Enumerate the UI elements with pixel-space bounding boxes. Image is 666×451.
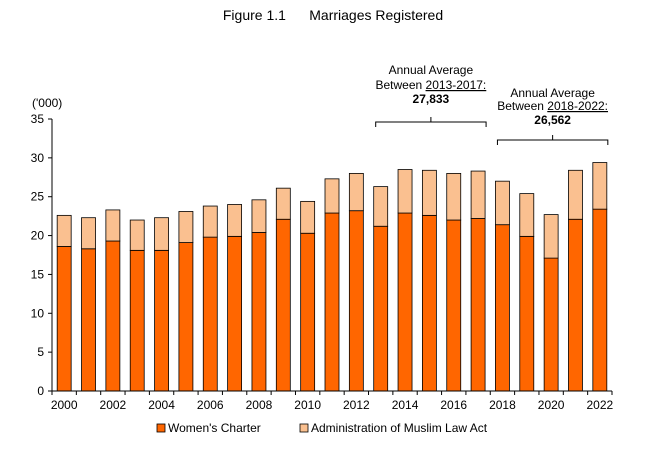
bar-womens-charter-2015 — [421, 214, 437, 392]
bar-muslim-law-2013 — [373, 186, 389, 227]
x-tick-label: 2014 — [392, 398, 419, 412]
bar-womens-charter-2004 — [154, 249, 169, 392]
x-tick-label: 2020 — [538, 398, 565, 412]
x-tick-label: 2012 — [343, 398, 370, 412]
bar-womens-charter-2014 — [397, 212, 413, 392]
x-tick-label: 2006 — [197, 398, 224, 412]
figure-title-row: Figure 1.1 Marriages Registered — [0, 7, 666, 23]
annotation-heading: Annual Average — [510, 86, 595, 100]
bar-womens-charter-2022 — [592, 208, 608, 392]
bar-muslim-law-2005 — [178, 211, 194, 243]
annotation-range-prefix: Between — [497, 99, 547, 113]
bar-womens-charter-2020 — [543, 257, 559, 392]
bar-muslim-law-2014 — [397, 169, 413, 214]
bar-muslim-law-2015 — [421, 169, 437, 216]
y-tick-label: 25 — [31, 190, 45, 204]
bar-muslim-law-2022 — [592, 162, 608, 210]
annotation-range-prefix: Between — [376, 78, 426, 92]
x-tick-label: 2010 — [294, 398, 321, 412]
bar-womens-charter-2011 — [324, 212, 340, 392]
annotation-range-line: Between 2013-2017: — [376, 78, 487, 92]
x-tick-label: 2022 — [586, 398, 613, 412]
bar-muslim-law-2018 — [495, 180, 510, 226]
bar-muslim-law-2009 — [275, 187, 291, 220]
y-tick-label: 30 — [31, 151, 45, 165]
x-tick-label: 2018 — [489, 398, 516, 412]
annotation-range: 2013-2017: — [426, 78, 487, 92]
bar-muslim-law-2000 — [56, 214, 72, 247]
bar-womens-charter-2012 — [348, 210, 364, 392]
bar-muslim-law-2020 — [543, 214, 559, 259]
bar-muslim-law-2002 — [105, 209, 121, 242]
y-tick-label: 15 — [31, 267, 45, 281]
figure-title: Marriages Registered — [309, 7, 444, 23]
bar-womens-charter-2001 — [81, 248, 96, 392]
bar-womens-charter-2021 — [568, 218, 583, 392]
bar-muslim-law-2012 — [348, 172, 364, 212]
y-tick-label: 35 — [31, 112, 45, 126]
y-tick-label: 5 — [37, 345, 44, 359]
y-axis-label: ('000) — [32, 96, 62, 110]
bar-womens-charter-2002 — [105, 240, 121, 392]
x-tick-label: 2016 — [440, 398, 467, 412]
bar-womens-charter-2010 — [300, 232, 316, 392]
x-tick-label: 2004 — [148, 398, 175, 412]
legend-muslim-law-label: Administration of Muslim Law Act — [311, 421, 488, 435]
bar-womens-charter-2005 — [178, 242, 194, 392]
y-tick-label: 0 — [37, 384, 44, 398]
bar-muslim-law-2017 — [470, 170, 486, 219]
x-tick-label: 2000 — [51, 398, 78, 412]
y-tick-label: 10 — [31, 306, 45, 320]
annotation-value: 26,562 — [534, 113, 571, 127]
annotation-value: 27,833 — [413, 92, 450, 106]
figure-label: Figure 1.1 — [222, 7, 286, 23]
bar-muslim-law-2021 — [568, 169, 583, 220]
legend-womens-charter-swatch — [156, 423, 166, 433]
bar-muslim-law-2003 — [129, 219, 145, 251]
bar-womens-charter-2008 — [251, 232, 267, 392]
bar-womens-charter-2018 — [495, 224, 510, 392]
bar-muslim-law-2008 — [251, 199, 267, 233]
bar-womens-charter-2006 — [202, 236, 218, 392]
bar-muslim-law-2007 — [227, 204, 243, 237]
annotation-bracket — [496, 135, 609, 145]
bar-womens-charter-2016 — [446, 219, 462, 392]
bar-muslim-law-2001 — [81, 217, 96, 250]
bar-womens-charter-2017 — [470, 218, 486, 392]
annotation-range: 2018-2022: — [547, 99, 608, 113]
bar-muslim-law-2019 — [519, 193, 535, 237]
bar-womens-charter-2019 — [519, 235, 535, 392]
legend-womens-charter-label: Women's Charter — [168, 421, 261, 435]
bar-womens-charter-2013 — [373, 225, 389, 392]
annotation-range-line: Between 2018-2022: — [497, 99, 608, 113]
bar-womens-charter-2009 — [275, 218, 291, 392]
bar-muslim-law-2010 — [300, 200, 316, 234]
bar-muslim-law-2004 — [154, 217, 169, 251]
annotation-heading: Annual Average — [389, 63, 474, 77]
bar-muslim-law-2016 — [446, 172, 462, 221]
bar-muslim-law-2011 — [324, 178, 340, 214]
bar-womens-charter-2000 — [56, 246, 72, 392]
annotation-bracket — [375, 117, 487, 127]
x-tick-label: 2002 — [100, 398, 127, 412]
bar-muslim-law-2006 — [202, 205, 218, 238]
bar-womens-charter-2007 — [227, 235, 243, 392]
bar-womens-charter-2003 — [129, 249, 145, 392]
x-tick-label: 2008 — [246, 398, 273, 412]
y-tick-label: 20 — [31, 229, 45, 243]
legend-muslim-law-swatch — [299, 423, 309, 433]
